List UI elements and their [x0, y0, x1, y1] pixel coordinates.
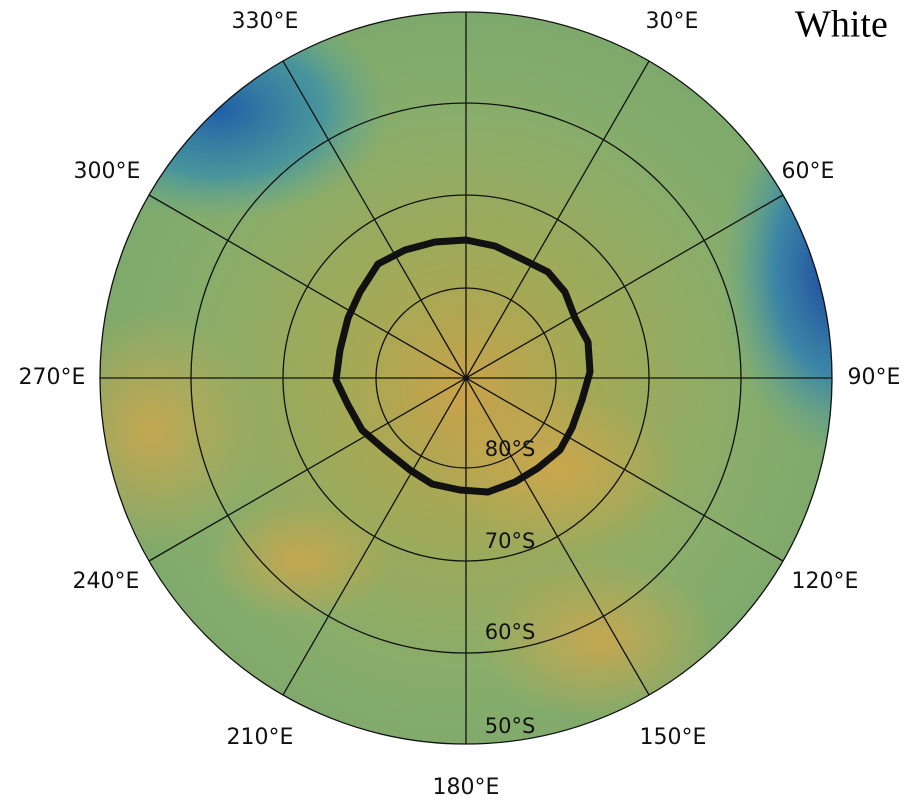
longitude-label: 90°E — [848, 365, 901, 390]
corner-text: White — [795, 4, 888, 46]
latitude-label: 60°S — [485, 620, 536, 644]
latitude-label: 80°S — [485, 437, 536, 461]
map: White 330°E 30°E 60°E 90°E 120°E 150°E 1… — [0, 0, 915, 803]
longitude-label: 330°E — [232, 9, 299, 34]
latitude-label: 70°S — [485, 529, 536, 553]
longitude-label: 150°E — [640, 725, 707, 750]
longitude-label: 120°E — [792, 569, 859, 594]
longitude-label: 270°E — [19, 365, 86, 390]
longitude-label: 180°E — [433, 775, 500, 800]
longitude-label: 300°E — [74, 159, 141, 184]
longitude-label: 30°E — [646, 9, 699, 34]
longitude-label: 60°E — [782, 159, 835, 184]
longitude-label: 210°E — [227, 725, 294, 750]
longitude-label: 240°E — [73, 569, 140, 594]
latitude-label: 50°S — [485, 714, 536, 738]
